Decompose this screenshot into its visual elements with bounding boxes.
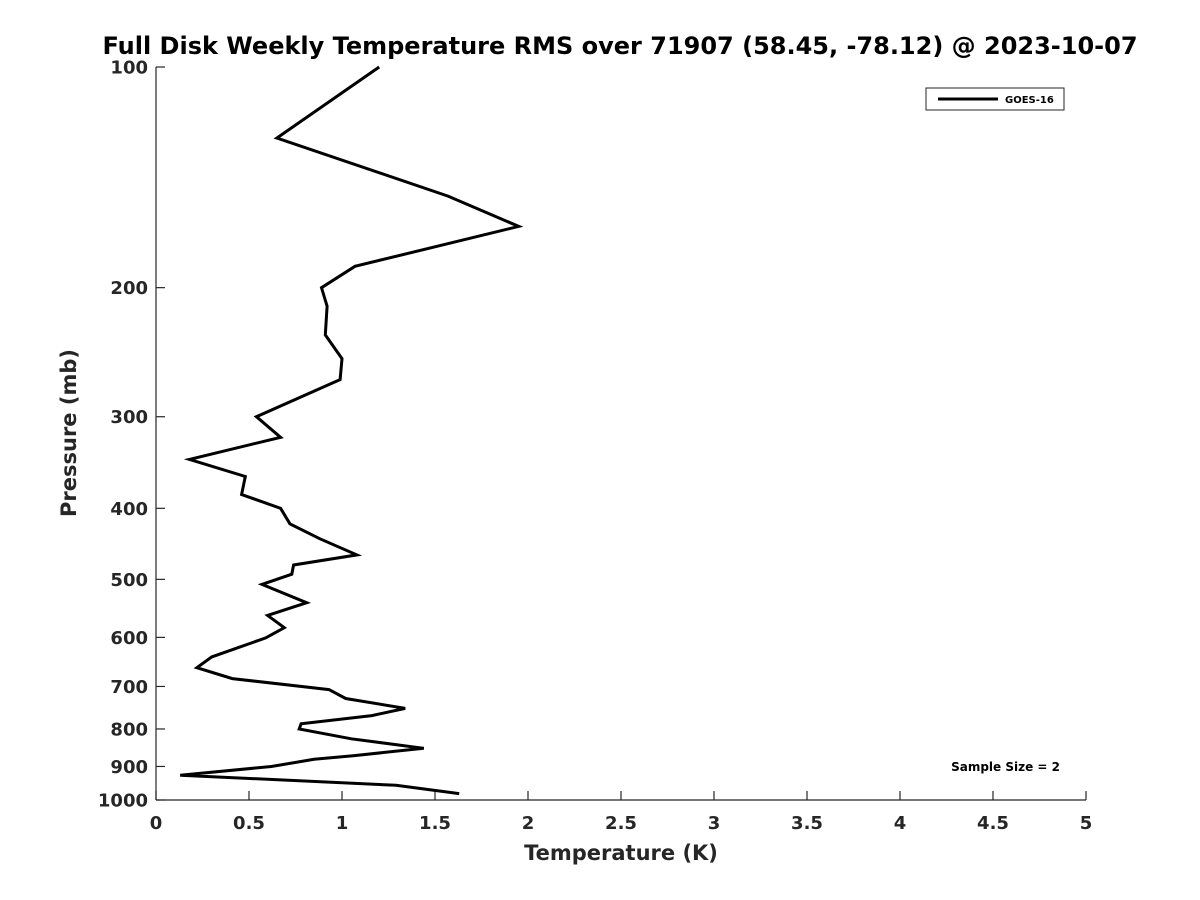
y-tick-label: 300 bbox=[110, 407, 148, 428]
x-tick-label: 2.5 bbox=[605, 813, 637, 834]
y-tick-label: 900 bbox=[110, 757, 148, 778]
x-tick-label: 4.5 bbox=[977, 813, 1009, 834]
y-tick-label: 700 bbox=[110, 677, 148, 698]
x-tick-label: 3 bbox=[708, 813, 721, 834]
y-tick-label: 100 bbox=[110, 58, 148, 79]
x-tick-label: 2 bbox=[522, 813, 535, 834]
legend: GOES-16 bbox=[925, 87, 1065, 111]
x-tick-label: 0 bbox=[150, 813, 163, 834]
y-tick-label: 200 bbox=[110, 278, 148, 299]
y-tick-label: 600 bbox=[110, 628, 148, 649]
series-line-goes-16 bbox=[180, 65, 524, 796]
legend-label-goes-16: GOES-16 bbox=[1005, 95, 1054, 106]
y-axis-label: Pressure (mb) bbox=[57, 349, 81, 517]
x-ticks: 0 0.5 1 1.5 2 2.5 3 3.5 4 4.5 5 bbox=[150, 791, 1093, 834]
y-tick-label: 1000 bbox=[98, 791, 148, 812]
x-tick-label: 1 bbox=[336, 813, 349, 834]
y-tick-label: 800 bbox=[110, 719, 148, 740]
x-axis-label: Temperature (K) bbox=[524, 841, 718, 865]
y-ticks: 100 200 300 400 500 600 700 800 900 1000 bbox=[98, 58, 165, 812]
x-tick-label: 1.5 bbox=[419, 813, 451, 834]
y-tick-label: 400 bbox=[110, 499, 148, 520]
x-tick-label: 4 bbox=[894, 813, 907, 834]
sample-size-annotation: Sample Size = 2 bbox=[951, 760, 1060, 774]
x-tick-label: 0.5 bbox=[233, 813, 265, 834]
chart-title: Full Disk Weekly Temperature RMS over 71… bbox=[102, 32, 1137, 60]
series-layer bbox=[180, 65, 524, 796]
x-tick-label: 5 bbox=[1080, 813, 1093, 834]
y-tick-label: 500 bbox=[110, 570, 148, 591]
x-tick-label: 3.5 bbox=[791, 813, 823, 834]
